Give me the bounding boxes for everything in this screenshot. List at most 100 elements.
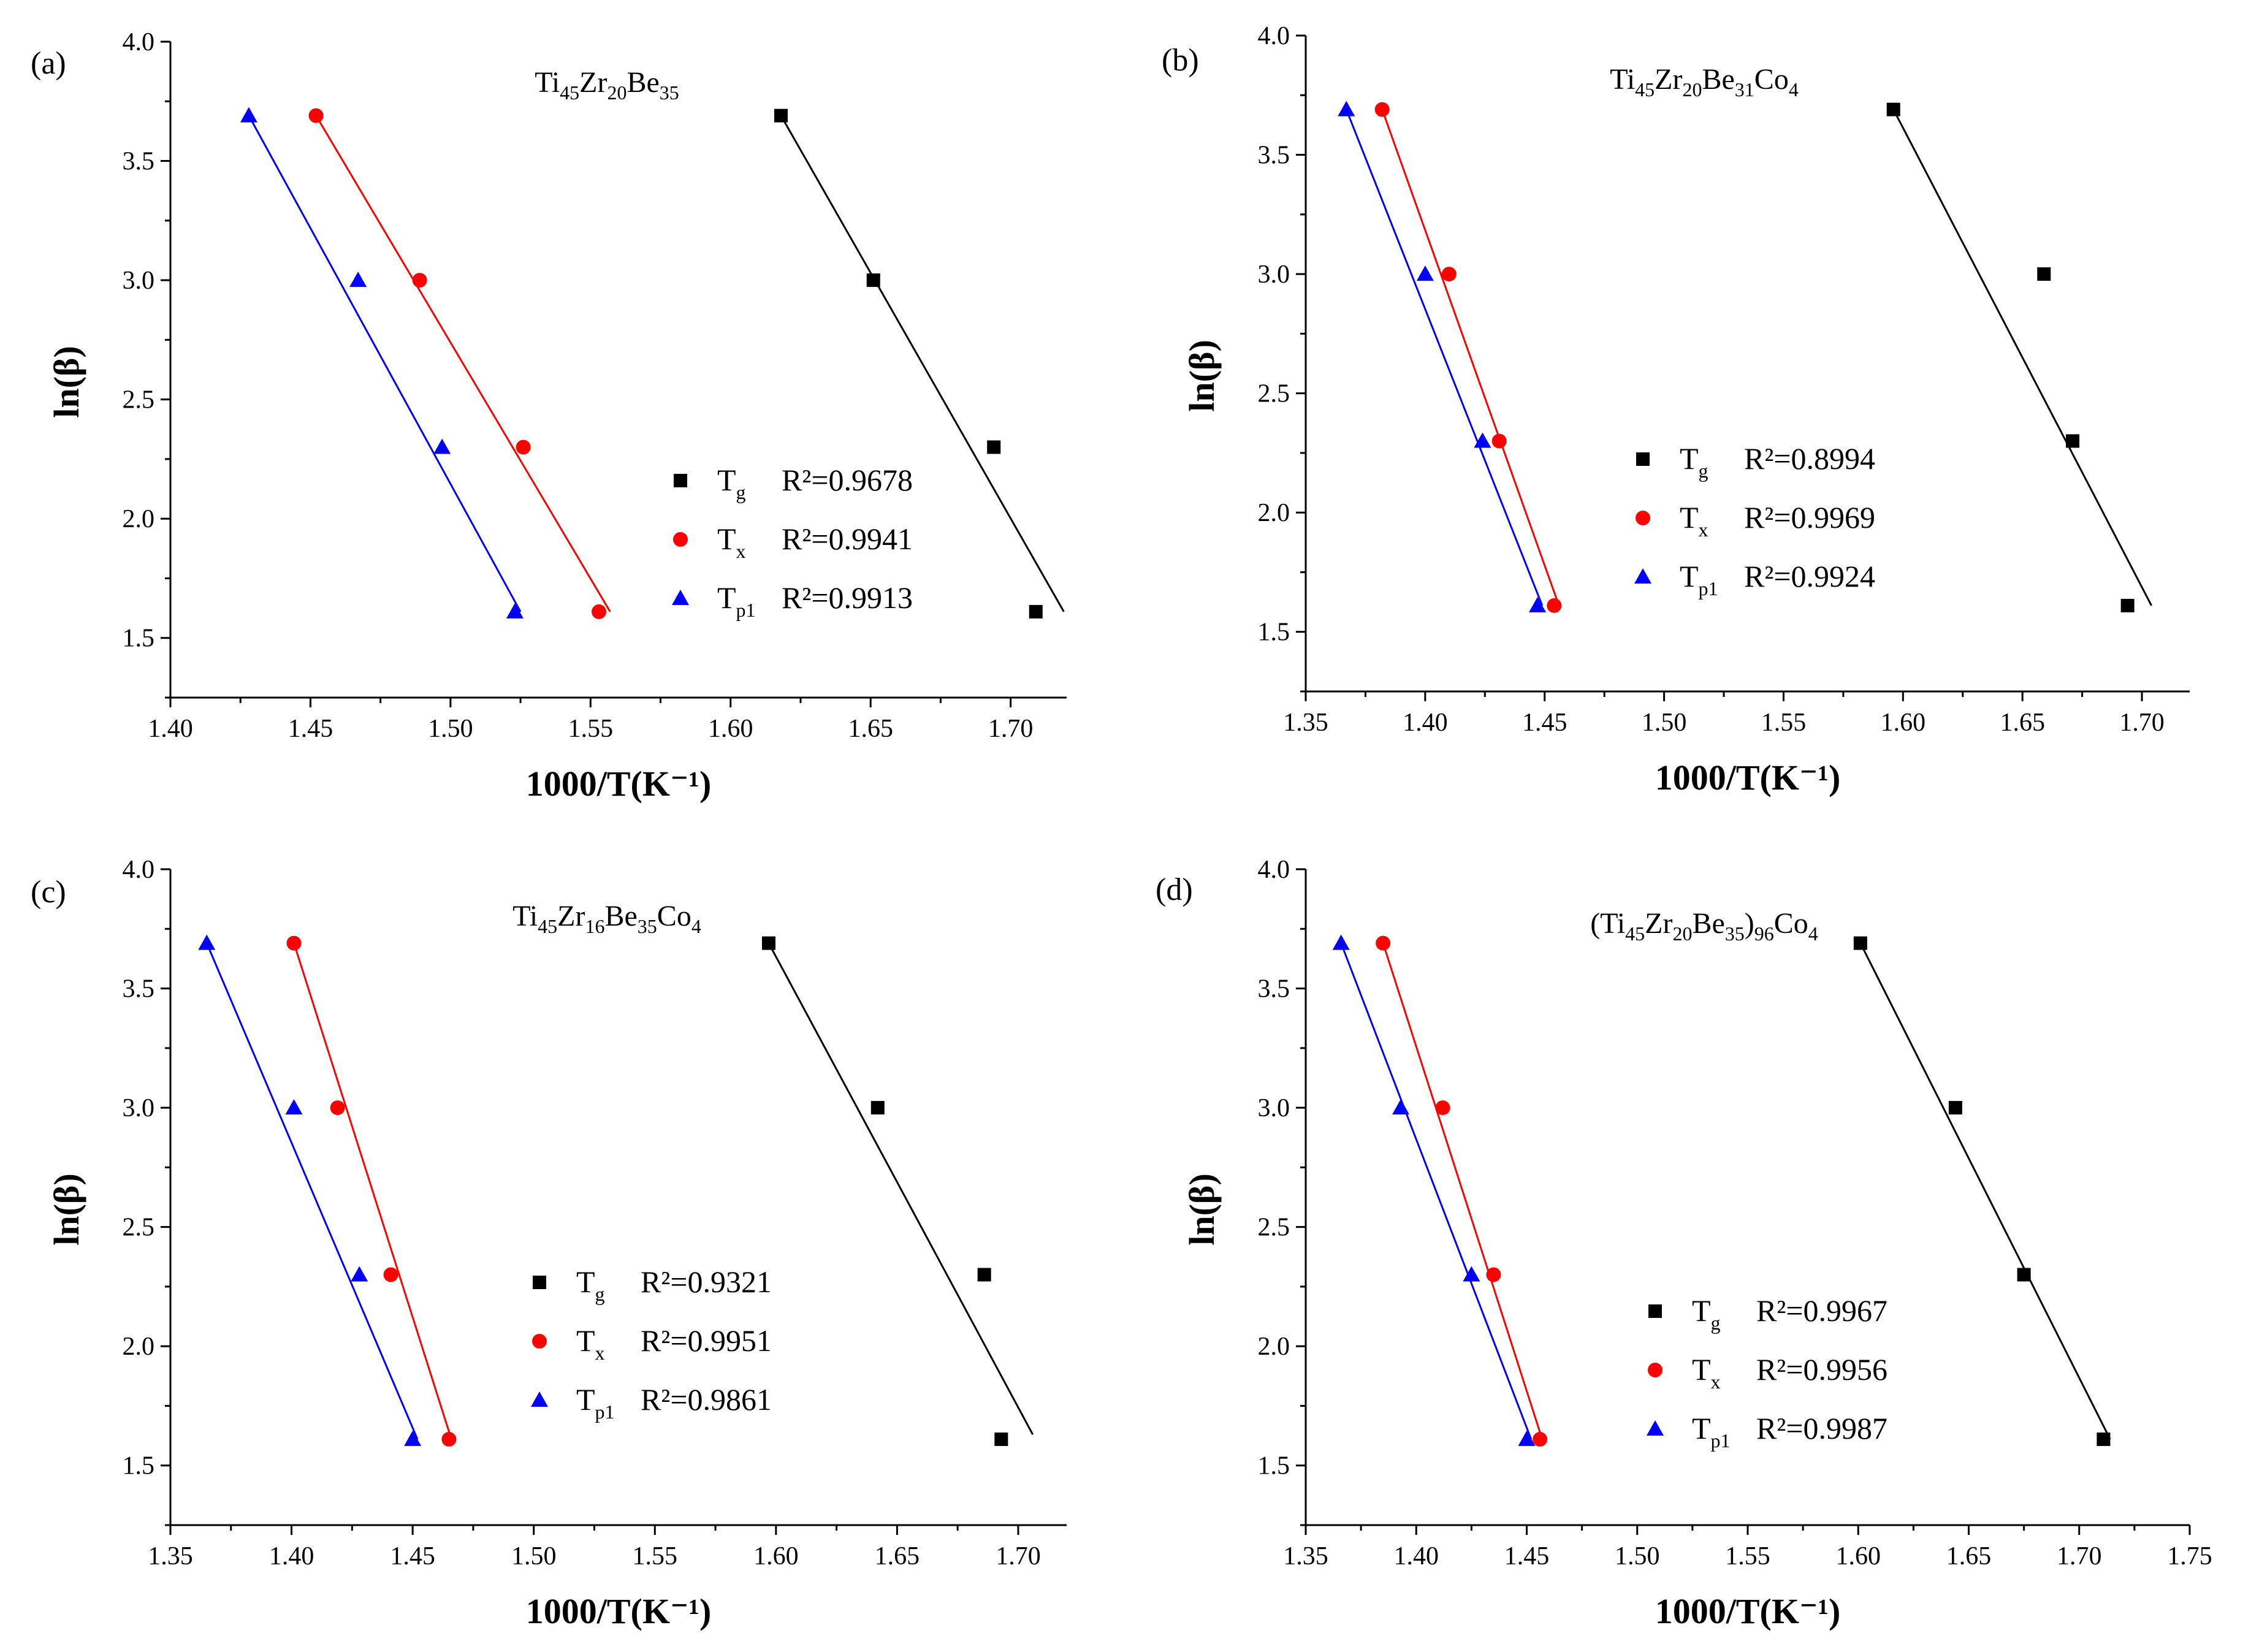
data-point-Tp1 (404, 1430, 422, 1446)
legend-marker-Tx (1648, 1363, 1663, 1377)
y-axis-title: ln(β) (47, 1173, 86, 1246)
legend-label-Tp1: Tp1 (717, 580, 756, 621)
fit-line-Tp1 (248, 115, 522, 612)
panel-label: (a) (31, 46, 66, 81)
legend-label-Tx: Tx (717, 522, 746, 562)
y-tick-label: 3.0 (1258, 261, 1290, 289)
legend-r2-Tx: R²=0.9969 (1744, 500, 1875, 535)
legend-label-Tg: Tg (717, 463, 746, 503)
y-tick-label: 2.5 (1258, 380, 1290, 408)
legend: Tg R²=0.9321 Tx R²=0.9951 Tp1 R²=0.9861 (531, 1265, 772, 1423)
x-tick-label: 1.65 (848, 715, 893, 743)
x-tick-label: 1.70 (988, 715, 1034, 743)
series-Tp1 (1338, 101, 1547, 612)
x-tick-label: 1.45 (1522, 709, 1567, 737)
data-point-Tg (2037, 267, 2051, 281)
data-point-Tp1 (351, 1266, 368, 1282)
x-tick-label: 1.70 (2057, 1542, 2102, 1570)
legend-marker-Tg (533, 1276, 546, 1289)
x-tick-label: 1.45 (390, 1542, 435, 1570)
data-point-Tx (1547, 598, 1562, 613)
x-tick-label: 1.50 (428, 715, 473, 743)
y-tick-label: 1.5 (123, 1452, 155, 1480)
x-tick-label: 1.55 (1761, 709, 1807, 737)
series-Tp1 (240, 107, 524, 619)
legend-r2-Tg: R²=0.9678 (782, 463, 913, 497)
legend-label-Tg: Tg (1692, 1293, 1721, 1334)
x-tick-label: 1.50 (1642, 709, 1687, 737)
x-tick-label: 1.45 (1504, 1542, 1550, 1570)
data-point-Tp1 (1529, 596, 1547, 612)
data-point-Tp1 (433, 438, 451, 454)
x-tick-label: 1.70 (996, 1542, 1041, 1570)
fit-line-Tg (1859, 942, 2111, 1440)
y-tick-label: 2.5 (1258, 1214, 1290, 1242)
legend-label-Tg: Tg (576, 1265, 605, 1305)
series-Tp1 (1332, 934, 1536, 1446)
data-point-Tx (330, 1100, 345, 1116)
legend: Tg R²=0.9967 Tx R²=0.9956 Tp1 R²=0.9987 (1647, 1293, 1887, 1452)
fit-line-Tx (1382, 943, 1544, 1440)
y-tick-label: 2.0 (1258, 1333, 1290, 1361)
chart-title: (Ti45Zr20Be35)96Co4 (1590, 907, 1818, 945)
series-Tg (1886, 102, 2152, 612)
data-point-Tp1 (240, 107, 257, 123)
x-tick-label: 1.65 (2000, 709, 2045, 737)
series-Tp1 (198, 934, 422, 1446)
x-axis-title: 1000/T(K⁻¹) (1655, 758, 1841, 797)
legend-r2-Tg: R²=0.9967 (1756, 1293, 1887, 1328)
x-axis-title: 1000/T(K⁻¹) (1655, 1591, 1841, 1631)
panel-label: (d) (1156, 872, 1193, 907)
fit-line-Tx (315, 115, 611, 612)
data-point-Tg (2120, 598, 2135, 612)
legend-r2-Tx: R²=0.9951 (641, 1323, 772, 1358)
y-tick-label: 2.5 (123, 1214, 155, 1242)
legend-marker-Tx (1636, 511, 1650, 525)
legend-r2-Tg: R²=0.9321 (641, 1265, 772, 1299)
legend-label-Tp1: Tp1 (1692, 1411, 1731, 1452)
y-tick-label: 1.5 (1258, 619, 1290, 647)
panel-c: 1.5 2.0 2.5 3.0 3.5 4.0 1.35 1.40 1.45 1.50 1.55 1.… (31, 856, 1067, 1631)
series-Tg (1853, 936, 2111, 1446)
fit-line-Tx (1381, 109, 1560, 606)
y-tick-label: 2.0 (123, 505, 155, 533)
data-point-Tp1 (1518, 1430, 1536, 1446)
chart-title: Ti45Zr16Be35Co4 (512, 900, 701, 937)
series-Tx (308, 108, 611, 619)
data-point-Tg (774, 108, 788, 123)
data-point-Tx (308, 108, 324, 123)
data-point-Tg (977, 1268, 991, 1282)
legend-marker-Tp1 (1647, 1420, 1664, 1436)
panel-b: 1.5 2.0 2.5 3.0 3.5 4.0 1.35 1.40 1.45 1.50 1.55 1.… (1162, 22, 2190, 797)
x-tick-label: 1.50 (1615, 1542, 1660, 1570)
series-Tx (286, 935, 457, 1447)
legend-r2-Tg: R²=0.8994 (1744, 441, 1875, 476)
legend-marker-Tx (673, 532, 688, 547)
data-point-Tx (441, 1431, 457, 1447)
x-axis-title: 1000/T(K⁻¹) (526, 1591, 712, 1631)
panel-a: 1.5 2.0 2.5 3.0 3.5 4.0 1.40 1.45 1.50 1.55 1.60 1.… (31, 28, 1067, 804)
legend-marker-Tg (1648, 1304, 1662, 1318)
data-point-Tg (761, 936, 775, 950)
legend: Tg R²=0.9678 Tx R²=0.9941 Tp1 R²=0.9913 (672, 463, 913, 621)
chart-title: Ti45Zr20Be35 (535, 66, 679, 104)
data-point-Tp1 (1463, 1266, 1480, 1282)
x-tick-label: 1.55 (1725, 1542, 1770, 1570)
legend-marker-Tx (532, 1334, 547, 1349)
x-tick-label: 1.60 (753, 1542, 799, 1570)
y-tick-label: 4.0 (1258, 856, 1290, 884)
data-point-Tp1 (1474, 432, 1491, 448)
legend-marker-Tp1 (672, 590, 689, 605)
legend-r2-Tx: R²=0.9941 (782, 522, 913, 556)
series-Tx (1374, 102, 1562, 613)
y-tick-label: 3.5 (1258, 975, 1290, 1003)
legend-r2-Tp1: R²=0.9924 (1744, 559, 1875, 593)
fit-line-Tp1 (1345, 109, 1544, 606)
x-tick-label: 1.45 (288, 715, 333, 743)
data-point-Tp1 (1338, 101, 1355, 116)
y-axis-title: ln(β) (1182, 340, 1222, 412)
data-point-Tg (987, 440, 1001, 454)
legend-label-Tp1: Tp1 (1680, 559, 1718, 600)
x-tick-label: 1.40 (1394, 1542, 1439, 1570)
